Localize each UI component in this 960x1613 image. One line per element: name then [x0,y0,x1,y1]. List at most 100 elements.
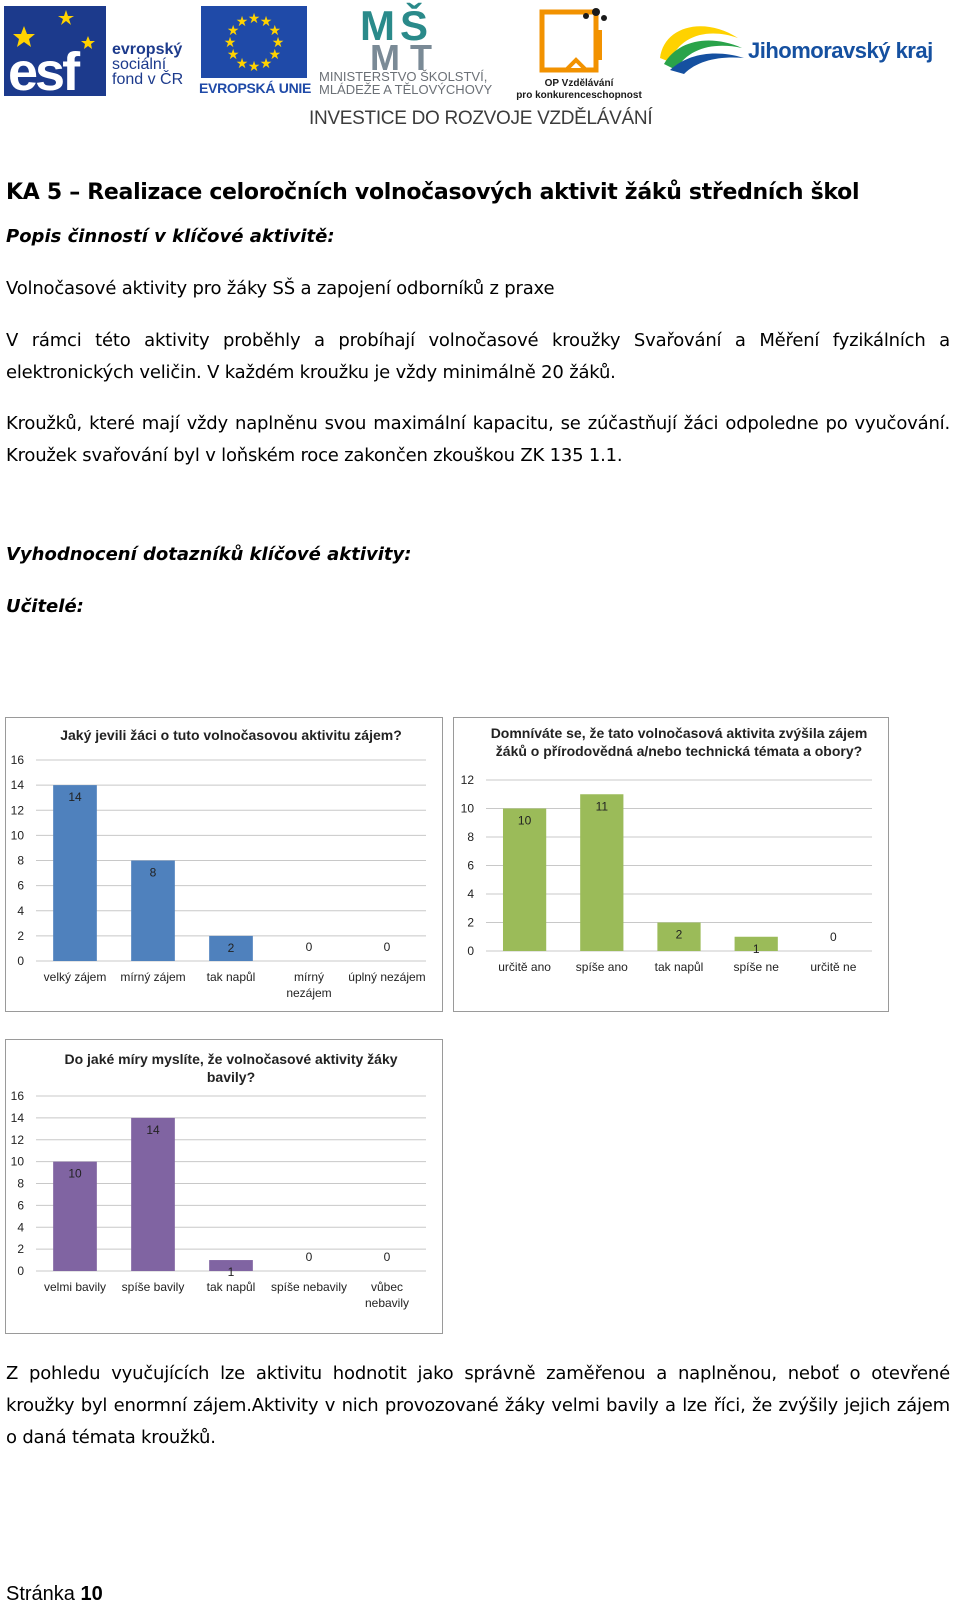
bar [131,860,175,961]
bar [131,1117,175,1271]
eu-logo-text: EVROPSKÁ UNIE [199,80,312,96]
svg-text:M: M [360,2,393,49]
region-name: Jihomoravský kraj [748,38,933,63]
conclusion-paragraph: Z pohledu vyučujících lze aktivitu hodno… [6,1363,950,1448]
y-tick-label: 12 [11,803,25,817]
bar [580,794,624,951]
evaluation-heading: Vyhodnocení dotazníků klíčové aktivity: [6,544,412,565]
svg-text:Š: Š [400,2,427,49]
bar [53,1161,97,1271]
section-heading: Popis činností v klíčové aktivitě: [6,226,335,247]
y-tick-label: 10 [11,828,25,842]
data-label: 2 [676,928,683,942]
esf-logo: esf [4,6,106,102]
chart-enjoyment: Do jaké míry myslíte, že volnočasové akt… [5,1039,443,1334]
chart-title: Jaký jevili žáci o tuto volnočasovou akt… [60,727,402,743]
data-label: 0 [830,930,837,944]
eu-star: ★ [236,14,249,30]
bar [502,808,547,951]
op-logo-text: OP Vzdělávání pro konkurenceschopnost [516,78,642,101]
eu-star: ★ [227,23,240,39]
esf-logo-text: evropský sociální fond v ČR [112,41,184,88]
chart-interest: Jaký jevili žáci o tuto volnočasovou akt… [5,717,443,1012]
eu-star: ★ [227,47,240,63]
eu-star: ★ [260,14,273,30]
category-label: velký zájem [44,970,107,984]
y-tick-label: 16 [11,1089,25,1103]
data-label: 1 [228,1265,235,1279]
data-label: 10 [68,1167,82,1181]
chart-increased-interest: Domníváte se, že tato volnočasová aktivi… [453,717,889,1012]
data-label: 14 [146,1123,160,1137]
eu-flag-logo: ★ ★ ★ ★ ★ ★ ★ ★ ★ ★ ★ ★ [201,6,307,78]
chart-title: Domníváte se, že tato volnočasová aktivi… [491,725,868,741]
data-label: 0 [306,1250,313,1264]
y-tick-label: 2 [17,929,24,943]
eu-star: ★ [224,35,237,51]
chart-title: bavily? [207,1069,255,1085]
y-tick-label: 0 [17,1264,24,1278]
y-tick-label: 10 [461,802,475,816]
data-label: 0 [384,940,391,954]
category-label: tak napůl [207,1280,256,1294]
bar [209,935,253,961]
eu-star: ★ [272,35,285,51]
y-tick-label: 12 [461,773,475,787]
bar [53,785,97,961]
y-tick-label: 14 [11,1111,25,1125]
eu-star: ★ [248,11,261,27]
eu-star: ★ [248,59,261,75]
bar [209,1260,253,1271]
category-label: vůbec [371,1280,403,1294]
category-label: mírný zájem [120,970,185,984]
paragraph-2: V rámci této aktivity proběhly a probíha… [6,330,950,383]
y-tick-label: 0 [17,954,24,968]
page-number: 10 [80,1583,103,1605]
y-tick-label: 8 [467,830,474,844]
y-tick-label: 14 [11,778,25,792]
y-tick-label: 6 [17,1198,24,1212]
paragraph-3: Kroužků, které mají vždy naplněnu svou m… [6,413,950,466]
y-tick-label: 6 [467,859,474,873]
paragraph-1: Volnočasové aktivity pro žáky SŠ a zapoj… [6,278,555,299]
data-label: 10 [518,814,532,828]
category-label: tak napůl [655,960,704,974]
y-tick-label: 8 [17,854,24,868]
y-tick-label: 4 [467,887,474,901]
teachers-heading: Učitelé: [6,596,84,617]
eu-star: ★ [260,56,273,72]
category-label: tak napůl [207,970,256,984]
chart-title: Do jaké míry myslíte, že volnočasové akt… [64,1051,397,1067]
svg-text:esf: esf [8,42,81,96]
eu-star: ★ [236,56,249,72]
svg-text:T: T [410,37,432,72]
chart-title: žáků o přírodovědná a/nebo technická tém… [496,743,862,759]
y-tick-label: 6 [17,879,24,893]
tagline: INVESTICE DO ROZVOJE VZDĚLÁVÁNÍ [309,108,653,129]
y-tick-label: 2 [17,1242,24,1256]
data-label: 14 [68,790,82,804]
eu-star: ★ [269,23,282,39]
y-tick-label: 8 [17,1177,24,1191]
data-label: 11 [596,799,609,813]
data-label: 8 [150,866,157,880]
data-label: 0 [306,940,313,954]
y-tick-label: 4 [17,904,24,918]
category-label: spíše nebavily [271,1280,347,1294]
category-label: nezájem [286,986,331,1000]
y-tick-label: 16 [11,753,25,767]
category-label: nebavily [365,1296,409,1310]
bar [657,922,701,951]
y-tick-label: 2 [467,916,474,930]
y-tick-label: 12 [11,1133,25,1147]
op-vzdelavani-logo [538,4,618,76]
category-label: úplný nezájem [348,970,425,984]
bar [734,936,778,951]
category-label: velmi bavily [44,1280,106,1294]
y-tick-label: 0 [467,944,474,958]
jihomoravsky-kraj-logo [654,12,746,74]
y-tick-label: 10 [11,1155,25,1169]
footer-label: Stránka [6,1583,75,1605]
eu-star: ★ [269,47,282,63]
category-label: mírný [294,970,324,984]
